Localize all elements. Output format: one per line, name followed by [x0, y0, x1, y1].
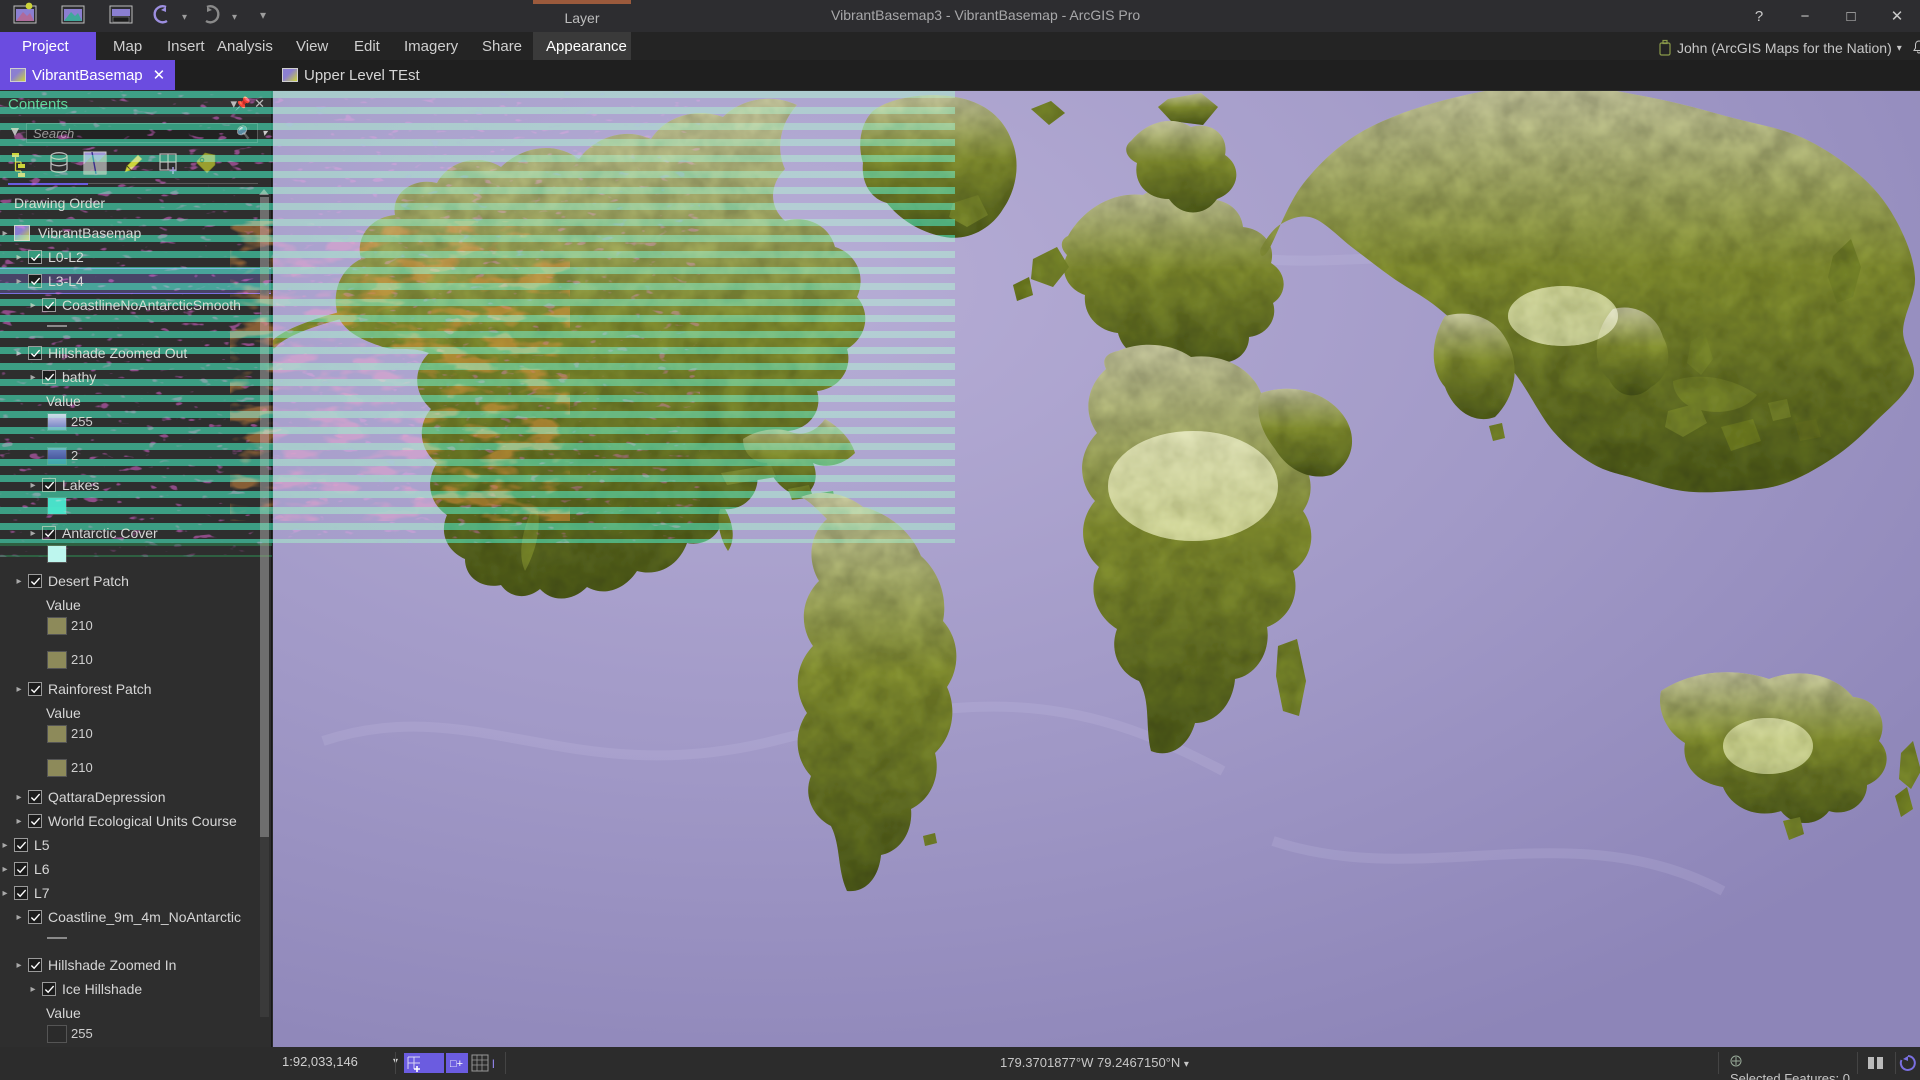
svg-text:N: N — [492, 1057, 494, 1071]
svg-text:▾: ▾ — [260, 8, 266, 22]
svg-text:□+: □+ — [450, 1058, 463, 1070]
svg-text:▾: ▾ — [182, 12, 187, 23]
svg-text:▾: ▾ — [232, 12, 237, 23]
